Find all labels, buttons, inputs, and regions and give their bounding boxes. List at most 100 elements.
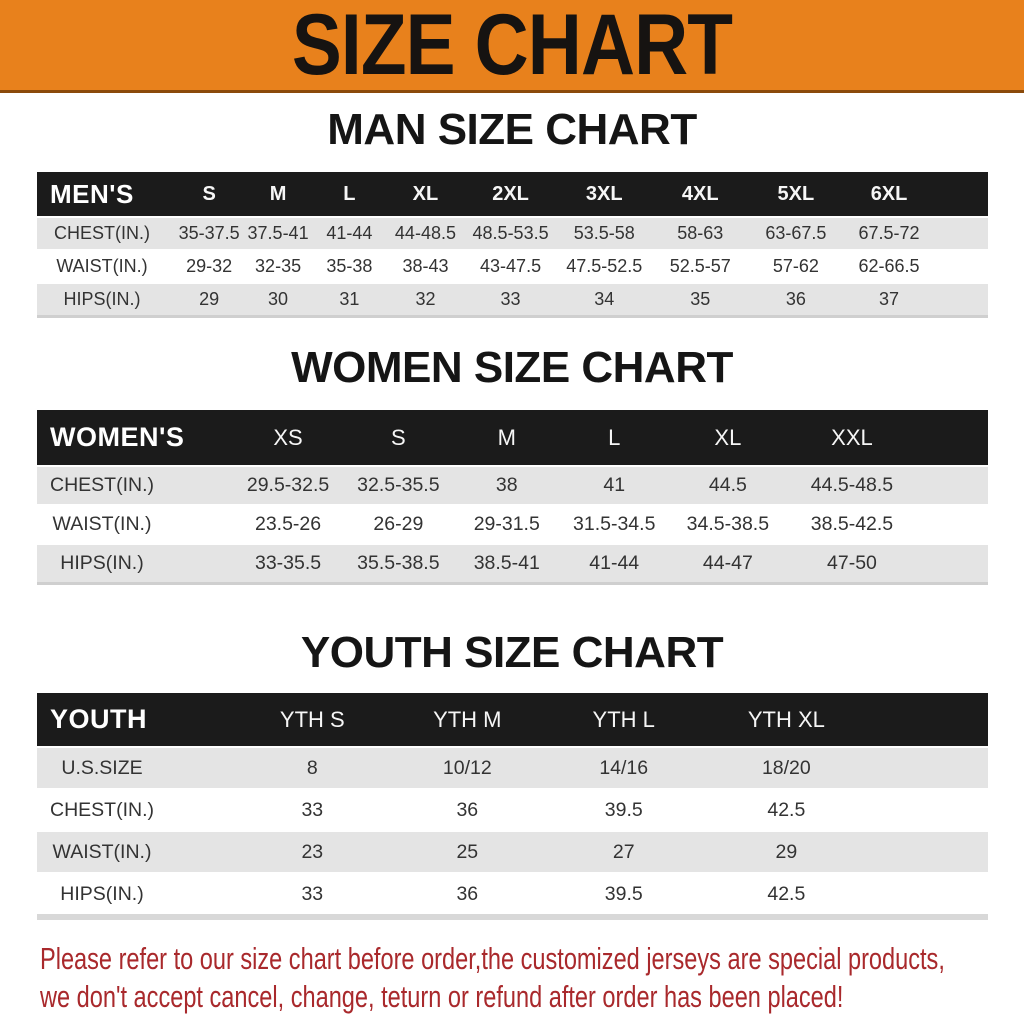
disclaimer-line-1: Please refer to our size chart before or… [40,941,945,976]
disclaimer: Please refer to our size chart before or… [40,940,1024,1016]
size-value-cell: 41-44 [312,216,386,249]
filler-cell [916,504,988,543]
filler-cell [870,872,988,914]
size-column-header: 5XL [748,172,844,216]
disclaimer-line-2: we don't accept cancel, change, teturn o… [40,979,844,1014]
row-label-text: HIPS(IN.) [60,552,144,574]
size-value-cell: 29-32 [174,249,244,282]
size-value-cell: 31.5-34.5 [560,504,669,543]
row-label-text: HIPS(IN.) [63,289,141,309]
row-label: CHEST(IN.) [37,465,233,504]
women-size-chart-title: WOMEN SIZE CHART [291,343,733,392]
size-column-header: 2XL [464,172,557,216]
size-value-cell: 44.5 [668,465,788,504]
row-label: WAIST(IN.) [37,249,175,282]
row-label: U.S.SIZE [37,746,235,788]
filler-cell [934,172,988,216]
size-value-cell: 39.5 [544,872,703,914]
size-value-cell: 36 [748,282,844,315]
size-value-cell: 37.5-41 [243,216,313,249]
filler-cell [870,693,988,746]
size-value-cell: 52.5-57 [652,249,749,282]
size-value-cell: 32 [386,282,465,315]
size-column-header: YTH M [389,693,545,746]
size-value-cell: 27 [544,830,703,872]
size-column-header: 6XL [843,172,935,216]
size-chart-title: SIZE CHART [291,0,733,93]
table-row: HIPS(IN.) 33 36 39.5 42.5 [37,872,988,914]
size-value-cell: 36 [389,788,545,830]
row-label: CHEST(IN.) [37,216,175,249]
size-chart-banner: SIZE CHART [0,0,1024,93]
row-label-text: CHEST(IN.) [54,223,150,243]
size-value-cell: 26-29 [343,504,454,543]
size-value-cell: 53.5-58 [556,216,653,249]
size-column-header: XL [386,172,465,216]
size-value-cell: 35-37.5 [174,216,244,249]
filler-cell [934,249,988,282]
row-label-text: CHEST(IN.) [50,798,154,821]
youth-table-corner-label: YOUTH [37,693,235,746]
size-value-cell: 34 [556,282,653,315]
size-value-cell: 29 [702,830,871,872]
filler-cell [916,410,988,465]
size-value-cell: 44-48.5 [386,216,465,249]
size-value-cell: 33-35.5 [232,543,344,582]
size-value-cell: 8 [234,746,390,788]
women-size-section: WOMEN SIZE CHART WOMEN'S XS S M L XL XXL CHEST(… [0,345,1024,585]
row-label-text: U.S.SIZE [61,756,143,779]
man-size-chart-title: MAN SIZE CHART [327,105,697,154]
size-column-header: XS [232,410,344,465]
row-label: HIPS(IN.) [37,872,235,914]
size-value-cell: 44.5-48.5 [787,465,917,504]
size-value-cell: 42.5 [702,788,871,830]
size-value-cell: 42.5 [702,872,871,914]
filler-cell [934,282,988,315]
size-column-header: L [312,172,386,216]
row-label-text: WAIST(IN.) [52,513,152,535]
size-column-header: YTH L [544,693,703,746]
size-value-cell: 67.5-72 [843,216,935,249]
size-value-cell: 57-62 [748,249,844,282]
table-row: CHEST(IN.) 29.5-32.5 32.5-35.5 38 41 44.5 44.5… [37,465,988,504]
youth-size-chart-title: YOUTH SIZE CHART [300,628,724,677]
table-row: CHEST(IN.) 33 36 39.5 42.5 [37,788,988,830]
size-value-cell: 41 [560,465,669,504]
row-label: HIPS(IN.) [37,282,175,315]
size-value-cell: 29 [174,282,244,315]
man-size-section: MAN SIZE CHART MEN'S S M L XL 2XL 3XL 4XL 5XL 6XL… [0,107,1024,318]
size-value-cell: 37 [843,282,935,315]
youth-size-section: YOUTH SIZE CHART YOUTH YTH S YTH M YTH L YTH… [0,630,1024,920]
table-row: WAIST(IN.) 23 25 27 29 [37,830,988,872]
size-value-cell: 23.5-26 [232,504,344,543]
size-value-cell: 33 [234,788,390,830]
size-value-cell: 32.5-35.5 [343,465,454,504]
size-value-cell: 35-38 [312,249,386,282]
size-value-cell: 29.5-32.5 [232,465,344,504]
size-column-header: M [453,410,561,465]
filler-cell [916,543,988,582]
size-value-cell: 10/12 [389,746,545,788]
size-value-cell: 38 [453,465,561,504]
table-row: WAIST(IN.) 29-32 32-35 35-38 38-43 43-47.5 47.… [37,249,988,282]
size-value-cell: 44-47 [668,543,788,582]
table-row: WAIST(IN.) 23.5-26 26-29 29-31.5 31.5-34.5 34… [37,504,988,543]
size-value-cell: 38.5-41 [453,543,561,582]
size-value-cell: 63-67.5 [748,216,844,249]
table-row: HIPS(IN.) 29 30 31 32 33 34 35 36 37 [37,282,988,315]
size-column-header: M [243,172,313,216]
size-value-cell: 48.5-53.5 [464,216,557,249]
size-column-header: 4XL [652,172,749,216]
size-value-cell: 62-66.5 [843,249,935,282]
mens-size-table: MEN'S S M L XL 2XL 3XL 4XL 5XL 6XL CHEST(IN.) 35-37… [37,172,988,318]
row-label: WAIST(IN.) [37,504,233,543]
size-value-cell: 35.5-38.5 [343,543,454,582]
size-column-header: 3XL [556,172,653,216]
row-label-text: HIPS(IN.) [60,882,144,905]
filler-cell [870,746,988,788]
size-value-cell: 29-31.5 [453,504,561,543]
size-column-header: S [174,172,244,216]
size-value-cell: 33 [234,872,390,914]
size-value-cell: 31 [312,282,386,315]
row-label-text: CHEST(IN.) [50,474,154,496]
